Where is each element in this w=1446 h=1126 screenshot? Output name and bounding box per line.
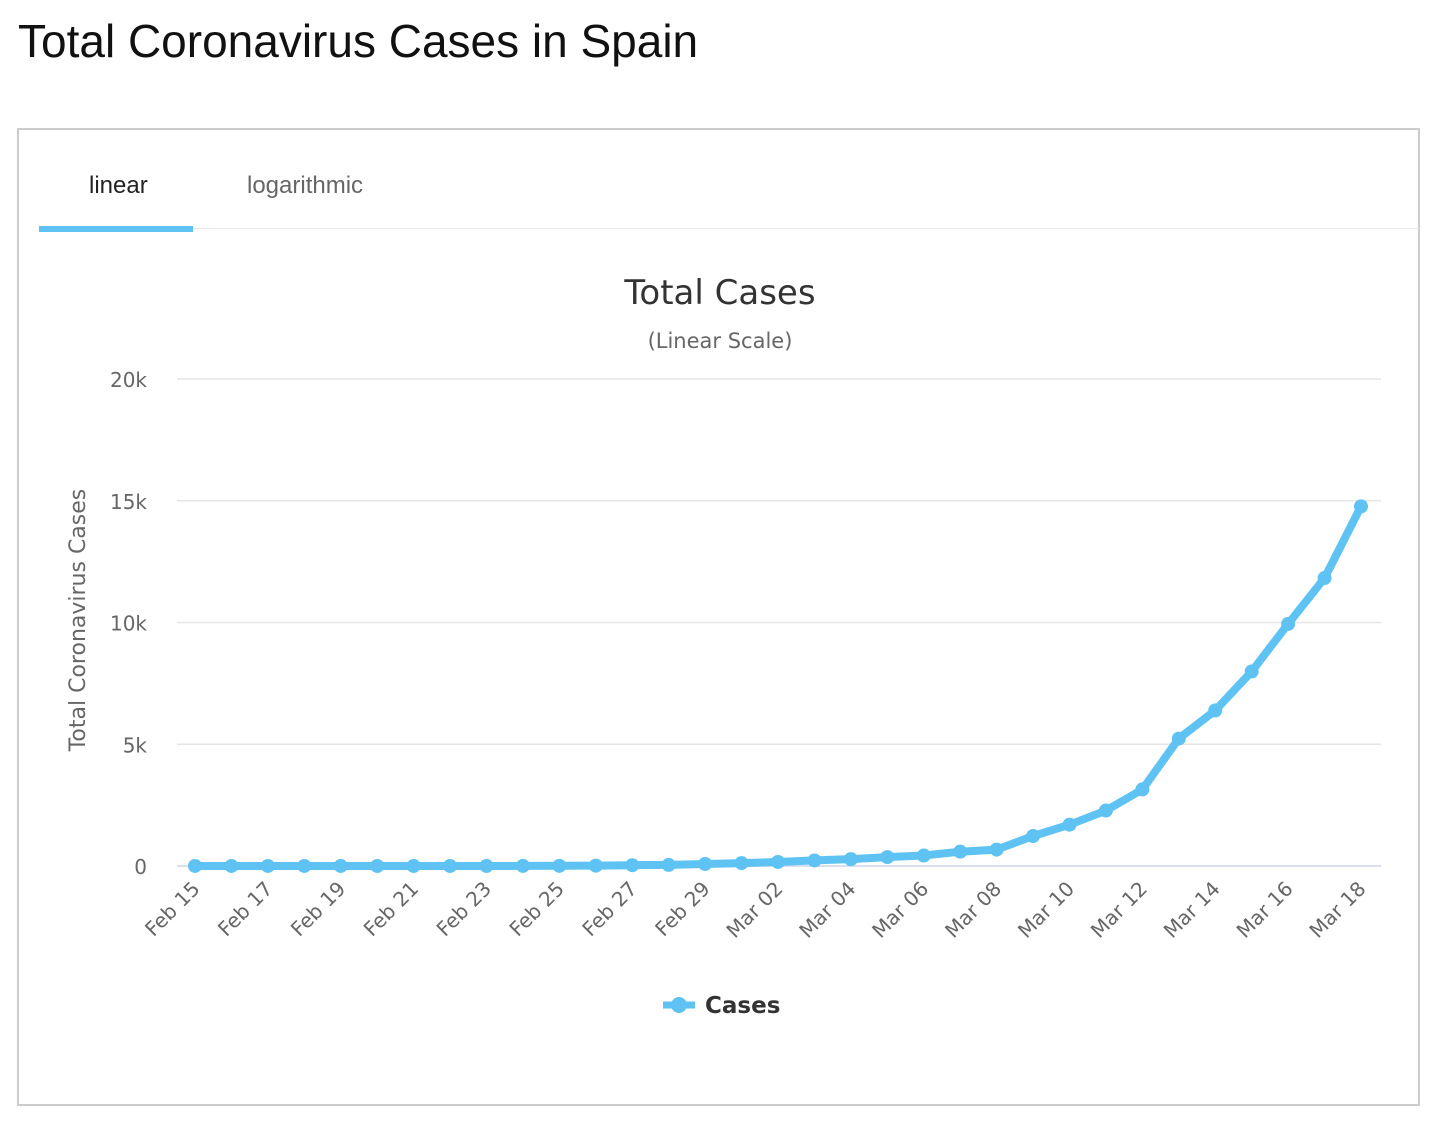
data-point[interactable] [843,852,858,867]
chart-subtitle: (Linear Scale) [648,329,793,353]
data-point[interactable] [588,858,603,873]
data-point[interactable] [479,858,494,873]
y-tick-label: 15k [110,490,147,514]
data-point[interactable] [224,858,239,873]
data-point[interactable] [1317,571,1332,586]
x-tick-label: Feb 15 [140,877,205,942]
legend[interactable]: Cases [663,993,780,1019]
active-tab-indicator [39,226,193,232]
x-tick-label: Mar 18 [1304,877,1370,943]
data-point[interactable] [443,858,458,873]
y-tick-label: 5k [123,733,148,757]
legend-marker-symbol [671,997,687,1013]
series-cases [188,499,1368,873]
data-point[interactable] [1062,817,1077,832]
chart-card: linear logarithmic Total Cases (Linear S… [17,128,1420,1106]
data-point[interactable] [880,850,895,865]
data-point[interactable] [297,858,312,873]
x-tick-label: Feb 21 [359,877,424,942]
x-tick-label: Mar 06 [867,877,933,943]
line-chart: Total Cases (Linear Scale) Total Coronav… [66,273,1381,1019]
data-point[interactable] [953,844,968,859]
data-point[interactable] [1026,829,1041,844]
x-tick-label: Feb 29 [650,877,715,942]
scale-tabs: linear logarithmic [39,130,1419,232]
x-tick-label: Mar 04 [794,877,860,943]
x-tick-label: Mar 12 [1086,877,1152,943]
data-point[interactable] [1208,703,1223,718]
data-point[interactable] [406,858,421,873]
tab-linear[interactable]: linear [89,172,148,199]
y-axis: 0 5k 10k 15k 20k [110,368,147,879]
x-axis: Feb 15 Feb 17 Feb 19 Feb 21 Feb 23 Feb 25 Feb … [140,877,1371,943]
y-tick-label: 10k [110,612,147,636]
data-point[interactable] [1281,616,1296,631]
x-tick-label: Mar 02 [721,877,787,943]
data-point[interactable] [1244,664,1259,679]
x-tick-label: Mar 08 [940,877,1006,943]
data-point[interactable] [1098,803,1113,818]
data-point[interactable] [807,853,822,868]
data-point[interactable] [515,858,530,873]
data-point[interactable] [625,858,640,873]
x-tick-label: Feb 25 [504,877,569,942]
x-tick-label: Feb 19 [286,877,351,942]
series-line [191,502,1365,870]
data-point[interactable] [1171,731,1186,746]
x-tick-label: Mar 16 [1232,877,1298,943]
x-tick-label: Feb 27 [577,877,642,942]
data-point[interactable] [1135,782,1150,797]
gridlines [177,378,1381,867]
x-tick-label: Feb 23 [432,877,497,942]
data-point[interactable] [661,857,676,872]
data-point[interactable] [1354,499,1368,514]
data-point[interactable] [552,858,567,873]
y-tick-label: 0 [134,855,147,879]
chart-title: Total Cases [623,273,815,313]
x-tick-label: Mar 10 [1013,877,1079,943]
x-tick-label: Feb 17 [213,877,278,942]
data-point[interactable] [916,848,931,863]
data-point[interactable] [260,858,275,873]
data-point[interactable] [771,854,785,869]
legend-label-cases: Cases [705,993,780,1019]
x-tick-label: Mar 14 [1159,877,1225,943]
y-tick-label: 20k [110,368,147,392]
data-point[interactable] [698,856,713,871]
data-point[interactable] [333,858,348,873]
y-axis-title: Total Coronavirus Cases [66,489,91,753]
page-title: Total Coronavirus Cases in Spain [18,15,699,67]
data-point[interactable] [989,842,1004,857]
data-point[interactable] [370,858,385,873]
data-point[interactable] [734,856,749,871]
tab-logarithmic[interactable]: logarithmic [247,172,364,199]
data-point[interactable] [188,858,202,873]
